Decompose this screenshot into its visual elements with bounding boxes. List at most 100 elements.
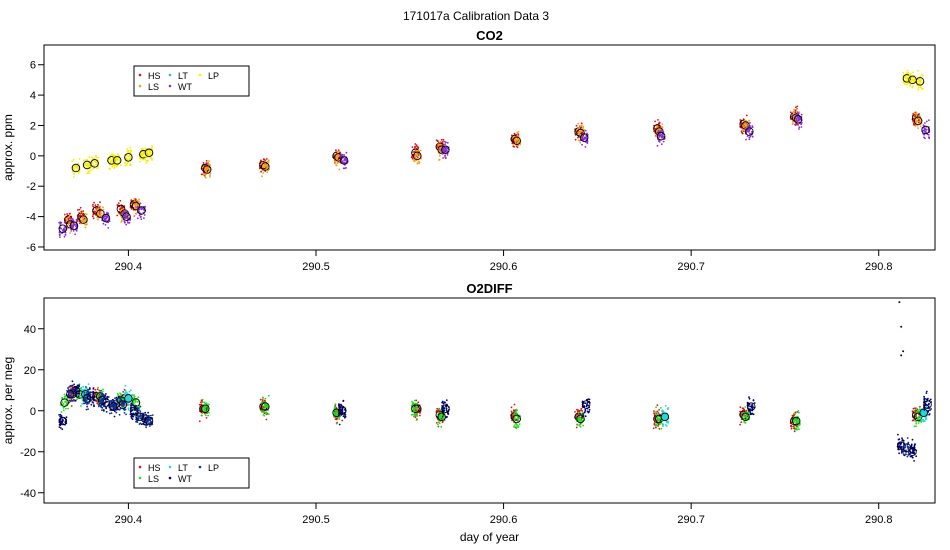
data-point bbox=[415, 144, 418, 147]
legend-marker bbox=[198, 73, 202, 77]
data-point bbox=[267, 159, 270, 162]
data-point bbox=[435, 421, 438, 424]
y-tick-label: 0 bbox=[30, 151, 36, 163]
data-point bbox=[126, 150, 129, 153]
y-tick-label: -6 bbox=[26, 242, 36, 254]
data-point bbox=[437, 423, 439, 426]
data-point bbox=[337, 149, 340, 152]
data-point bbox=[658, 418, 661, 420]
data-point bbox=[201, 401, 204, 404]
data-point bbox=[446, 154, 449, 156]
data-point bbox=[109, 168, 112, 171]
data-point bbox=[516, 146, 519, 149]
data-point bbox=[63, 226, 66, 229]
data-point bbox=[924, 122, 926, 124]
x-tick-label: 290.7 bbox=[677, 514, 705, 526]
data-point bbox=[93, 157, 96, 160]
data-point bbox=[102, 206, 104, 209]
data-point bbox=[124, 162, 127, 164]
data-point bbox=[747, 129, 750, 131]
page-title: 171017a Calibration Data 3 bbox=[403, 9, 549, 23]
data-point bbox=[261, 166, 264, 169]
mean-marker bbox=[137, 206, 146, 215]
data-point bbox=[76, 220, 78, 223]
data-point bbox=[444, 143, 446, 146]
data-point bbox=[660, 427, 663, 430]
data-point bbox=[204, 169, 206, 171]
data-point bbox=[261, 175, 263, 178]
data-point bbox=[124, 217, 126, 220]
data-point bbox=[75, 225, 77, 228]
data-point bbox=[918, 117, 920, 120]
data-point bbox=[129, 146, 132, 149]
data-point bbox=[103, 394, 106, 397]
data-point bbox=[419, 149, 422, 152]
data-point bbox=[920, 418, 923, 421]
data-point bbox=[438, 422, 441, 425]
data-point bbox=[795, 119, 798, 122]
data-point bbox=[127, 409, 130, 411]
data-point bbox=[920, 80, 923, 82]
data-point bbox=[414, 143, 417, 145]
data-point bbox=[92, 217, 95, 220]
data-point bbox=[918, 80, 921, 82]
data-point bbox=[435, 139, 438, 142]
x-tick-label: 290.6 bbox=[490, 261, 518, 273]
data-point bbox=[127, 407, 130, 410]
data-point bbox=[910, 443, 913, 446]
data-point bbox=[917, 127, 919, 129]
data-point bbox=[338, 418, 341, 420]
data-point bbox=[76, 209, 79, 211]
data-point bbox=[653, 422, 656, 425]
mean-marker bbox=[101, 213, 111, 223]
data-point bbox=[582, 125, 585, 128]
data-point bbox=[58, 231, 61, 234]
data-point bbox=[139, 417, 142, 420]
data-point bbox=[58, 414, 60, 416]
data-point bbox=[74, 399, 77, 402]
y-tick-label: 6 bbox=[30, 60, 36, 72]
data-point bbox=[917, 422, 920, 424]
y-axis-label: approx. per meg bbox=[1, 357, 15, 444]
data-point bbox=[77, 172, 80, 175]
mean-marker bbox=[261, 162, 270, 171]
data-point bbox=[660, 143, 663, 146]
data-point bbox=[790, 427, 793, 430]
data-point bbox=[901, 437, 903, 440]
data-point bbox=[510, 406, 513, 409]
data-point bbox=[104, 224, 107, 226]
legend-marker bbox=[138, 465, 142, 469]
data-point bbox=[93, 201, 95, 204]
data-point bbox=[912, 120, 915, 123]
legend-marker bbox=[138, 476, 142, 480]
data-point bbox=[92, 164, 95, 167]
data-point bbox=[798, 411, 800, 414]
data-point bbox=[80, 405, 82, 407]
data-point bbox=[69, 212, 71, 215]
data-point bbox=[919, 125, 922, 128]
data-point bbox=[99, 201, 101, 204]
data-point bbox=[793, 108, 795, 111]
data-point bbox=[126, 162, 129, 165]
data-point bbox=[107, 227, 110, 229]
data-point bbox=[115, 166, 118, 168]
data-point bbox=[743, 421, 746, 424]
data-point bbox=[334, 160, 337, 163]
data-point bbox=[101, 399, 104, 402]
data-point bbox=[84, 226, 87, 229]
data-point bbox=[916, 113, 918, 116]
legend-label: LS bbox=[148, 82, 159, 92]
data-point bbox=[133, 203, 135, 205]
data-point bbox=[580, 124, 583, 127]
legend-marker bbox=[138, 84, 142, 88]
data-point bbox=[202, 173, 205, 176]
data-point bbox=[122, 211, 125, 213]
data-point bbox=[412, 151, 414, 154]
data-point bbox=[128, 390, 131, 393]
data-point bbox=[115, 396, 118, 399]
data-point bbox=[137, 409, 140, 412]
data-point bbox=[123, 412, 126, 414]
data-point bbox=[122, 207, 125, 210]
data-point bbox=[914, 113, 917, 115]
